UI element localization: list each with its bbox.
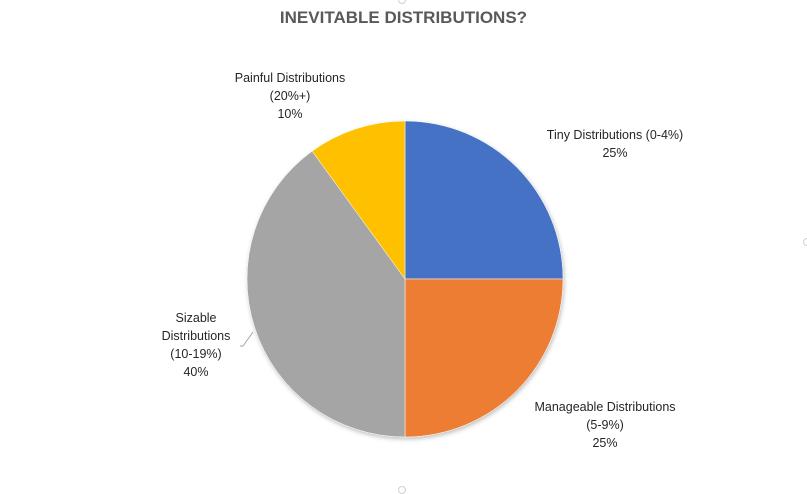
slice-label-text: Sizable — [175, 311, 217, 325]
slice-label-text: Distributions — [161, 329, 231, 343]
slice-label-manageable: Manageable Distributions (5-9%) 25% — [505, 398, 705, 452]
slice-value-text: 25% — [602, 146, 628, 160]
selection-handle-right[interactable] — [803, 238, 807, 246]
slice-label-text: Manageable Distributions — [534, 400, 676, 414]
slice-label-tiny: Tiny Distributions (0-4%) 25% — [515, 126, 715, 162]
slice-label-text: (20%+) — [269, 89, 311, 103]
leader-line-sizable — [240, 331, 254, 347]
pie-slices — [246, 120, 564, 438]
chart-title: INEVITABLE DISTRIBUTIONS? — [279, 8, 528, 27]
slice-value-text: 25% — [592, 436, 618, 450]
slice-label-text: Tiny Distributions (0-4%) — [546, 128, 684, 142]
slice-value-text: 10% — [277, 107, 303, 121]
selection-handle-bottom[interactable] — [398, 486, 406, 494]
pie-slice-manageable — [404, 278, 564, 438]
slice-label-sizable: Sizable Distributions (10-19%) 40% — [136, 309, 256, 381]
slice-label-text: (5-9%) — [586, 418, 624, 432]
slice-label-text: Painful Distributions — [234, 71, 346, 85]
pie-slice-tiny — [404, 120, 564, 280]
slice-label-text: (10-19%) — [170, 347, 222, 361]
slice-value-text: 40% — [183, 365, 209, 379]
slice-label-painful: Painful Distributions (20%+) 10% — [210, 69, 370, 123]
pie-slice-sizable — [246, 150, 406, 438]
pie-slice-painful — [311, 120, 406, 280]
